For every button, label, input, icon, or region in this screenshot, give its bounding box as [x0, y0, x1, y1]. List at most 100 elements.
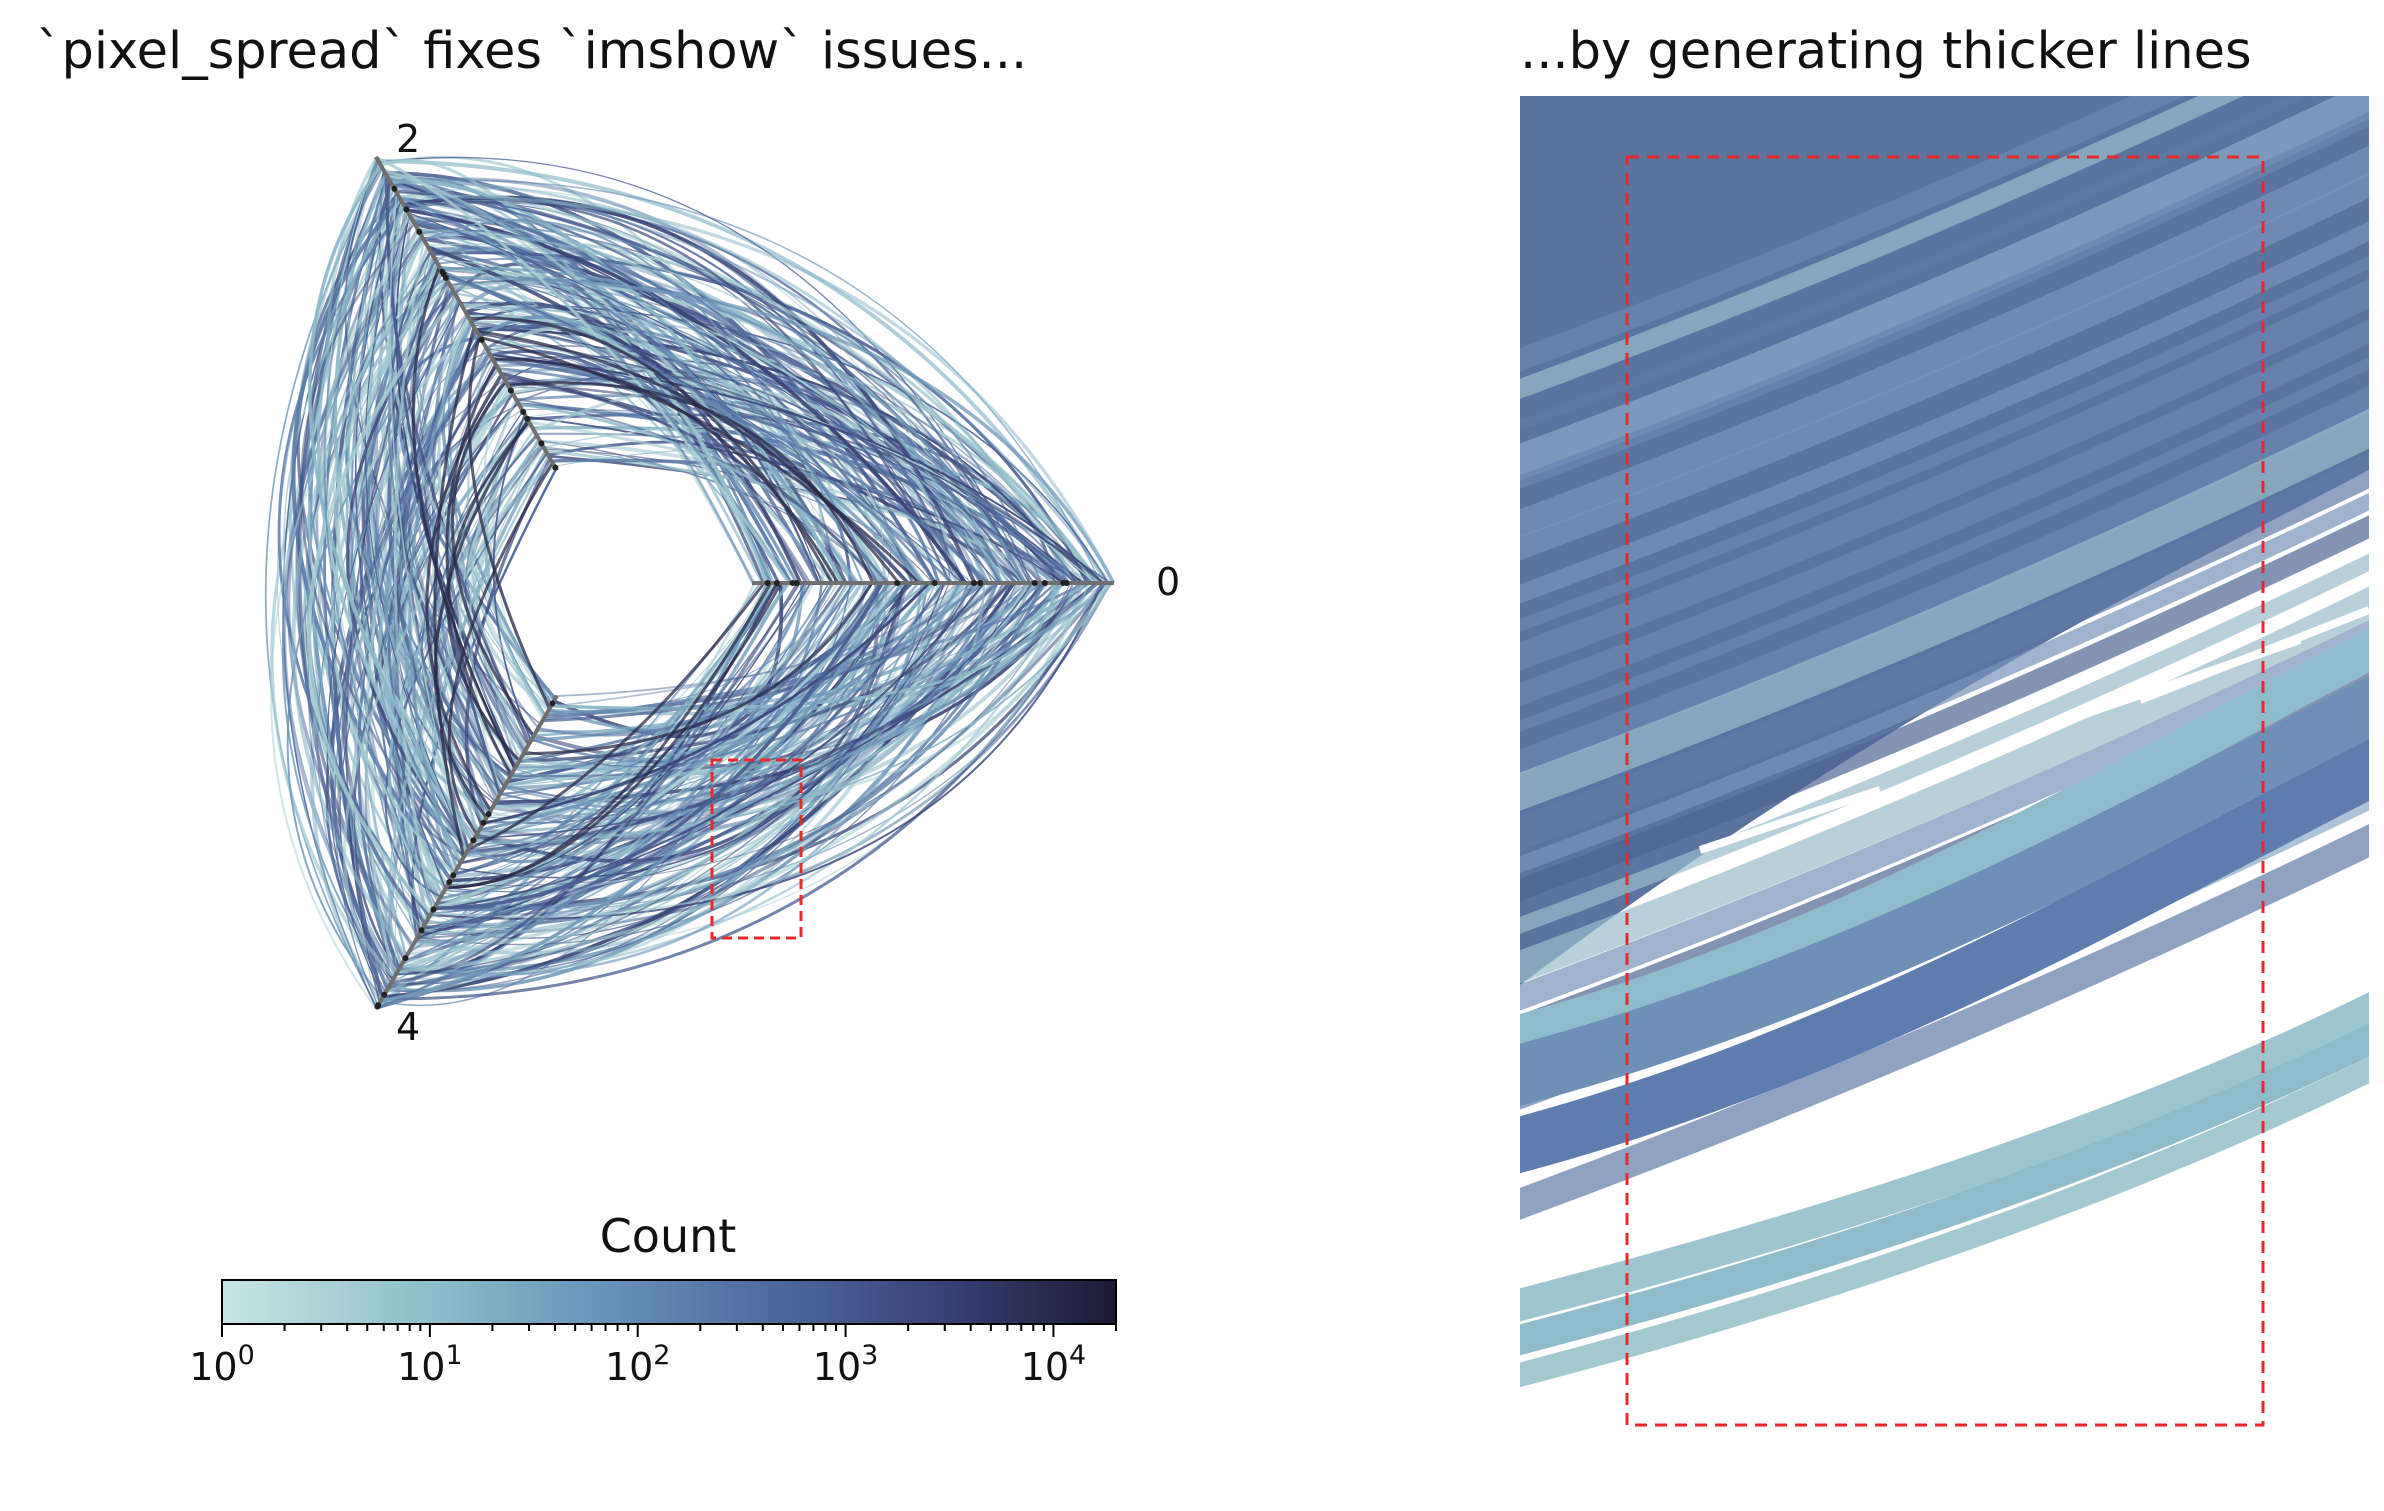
hive-edge — [433, 256, 1057, 584]
hive-node — [442, 274, 449, 281]
hive-edge — [403, 582, 986, 963]
hive-edge — [430, 582, 1103, 920]
hive-node — [1031, 580, 1038, 586]
hive-edge — [462, 305, 1098, 584]
hive-node — [402, 955, 409, 962]
zoom-region-marker — [710, 758, 803, 940]
hive-edge — [431, 251, 1089, 584]
hive-edge — [542, 581, 998, 723]
hive-edge — [317, 300, 460, 993]
hive-node — [552, 464, 559, 471]
left-title: `pixel_spread` fixes `imshow` issues... — [36, 22, 1027, 81]
heat-band — [1520, 739, 2369, 1174]
hive-edge — [467, 582, 769, 864]
hive-node — [478, 336, 485, 343]
hive-edge-strong — [479, 335, 920, 585]
hive-edge — [307, 237, 424, 937]
heat-streak — [1520, 553, 2369, 934]
hive-node — [416, 228, 423, 235]
hive-edge-strong — [467, 582, 766, 851]
hive-edge — [347, 159, 487, 821]
colorbar — [221, 1279, 1117, 1325]
hive-edge — [395, 582, 976, 976]
hive-edge — [515, 398, 891, 584]
hive-edge — [270, 248, 431, 1010]
hive-edge-strong — [446, 420, 531, 762]
hive-edge — [389, 192, 468, 853]
hive-edge — [499, 582, 929, 815]
hive-edge — [381, 582, 1104, 1001]
hive-edge-strong — [469, 316, 834, 584]
hive-node — [403, 206, 410, 213]
hive-edge — [425, 582, 864, 925]
hive-edge — [483, 582, 931, 825]
hive-edge — [466, 582, 768, 855]
hive-edge — [471, 582, 1113, 845]
colorbar-ticks: 100 101 102 103 104 — [189, 1324, 1117, 1389]
hive-node — [773, 580, 780, 586]
hive-edge — [474, 582, 1034, 839]
hive-edge — [281, 234, 422, 988]
hive-edge — [326, 302, 461, 998]
zoom-heatmap — [1520, 96, 2369, 1388]
hive-edge — [444, 275, 954, 584]
hive-edge — [519, 582, 1010, 763]
hive-edge — [291, 255, 435, 958]
hive-edge — [540, 439, 960, 585]
hive-edge-strong — [447, 462, 554, 836]
hive-node — [970, 580, 977, 586]
hive-edge — [388, 581, 1107, 990]
heat-streak — [1520, 172, 2369, 561]
hive-node — [480, 819, 487, 826]
axis-label-4: 4 — [396, 1005, 420, 1049]
hive-edge-strong — [425, 373, 503, 812]
hive-edge — [419, 229, 879, 584]
heat-streak — [1520, 96, 2244, 399]
heat-streak — [1520, 515, 2369, 902]
heat-streak — [1520, 255, 2369, 632]
heat-band — [1520, 1023, 2369, 1356]
hive-node — [450, 872, 457, 879]
colorbar-tick-label: 104 — [1021, 1340, 1087, 1389]
hive-node — [793, 580, 800, 586]
heat-band — [1520, 1056, 2369, 1388]
hive-node — [470, 837, 477, 844]
hive-edge — [394, 441, 541, 975]
heat-streak — [1520, 96, 2185, 372]
hive-edge — [515, 582, 962, 769]
hive-edge — [399, 582, 991, 969]
hive-edge — [341, 353, 492, 925]
hive-edge — [445, 276, 1116, 584]
hive-edge — [389, 209, 499, 802]
hive-edge — [464, 310, 1076, 584]
hive-edge-strong — [446, 582, 772, 889]
hive-edge — [458, 429, 535, 772]
hive-node — [485, 811, 492, 818]
heat-band — [1520, 627, 2369, 1056]
axis-label-2: 2 — [396, 117, 420, 161]
right-title: ...by generating thicker lines — [1520, 22, 2252, 81]
colorbar-tick-label: 102 — [605, 1340, 671, 1389]
hive-edge — [323, 175, 397, 977]
hive-node — [507, 387, 514, 394]
hive-edge — [469, 398, 517, 792]
hive-edge-strong — [467, 335, 551, 710]
hive-edge — [397, 581, 1112, 974]
hive-edge — [472, 461, 554, 711]
hive-edge-strong — [523, 582, 874, 756]
hive-node — [1041, 580, 1048, 586]
hive-edge-strong — [507, 381, 875, 584]
hive-edge — [342, 416, 528, 979]
heat-streak — [1520, 96, 2310, 431]
hive-edge — [457, 582, 946, 879]
hive-edge-strong — [450, 380, 535, 737]
hive-edge — [489, 352, 990, 585]
hive-edge — [408, 212, 1059, 584]
colorbar-title: Count — [600, 1209, 737, 1263]
hive-edge — [431, 582, 1090, 918]
hive-edge-strong — [411, 266, 517, 769]
hive-edge — [391, 582, 799, 984]
hive-edge — [435, 246, 755, 584]
hive-edge — [430, 435, 538, 777]
hive-edge — [388, 455, 550, 966]
